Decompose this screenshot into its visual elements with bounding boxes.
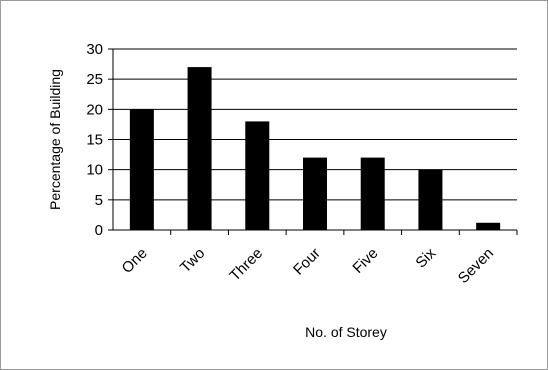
x-tick-label-four: Four bbox=[290, 245, 324, 279]
gridlines bbox=[108, 48, 518, 235]
bar-five bbox=[360, 157, 385, 230]
x-tick-label-two: Two bbox=[177, 245, 208, 276]
y-tick-label-15: 15 bbox=[86, 132, 103, 149]
y-tick-label-20: 20 bbox=[86, 101, 103, 118]
bar-four bbox=[303, 157, 327, 230]
bars bbox=[129, 67, 501, 230]
y-tick-label-0: 0 bbox=[95, 222, 103, 239]
axes bbox=[112, 49, 517, 231]
y-tick-label-5: 5 bbox=[95, 192, 103, 209]
bar-three bbox=[245, 121, 270, 230]
x-tick-label-six: Six bbox=[412, 244, 439, 271]
y-tick-label-10: 10 bbox=[86, 162, 103, 179]
bar-two bbox=[187, 67, 212, 230]
bar-six bbox=[418, 169, 443, 230]
y-tick-label-25: 25 bbox=[86, 71, 103, 88]
y-tick-label-30: 30 bbox=[86, 41, 103, 58]
x-axis-label: No. of Storey bbox=[305, 324, 387, 340]
x-tick-label-five: Five bbox=[349, 245, 381, 277]
bar-seven bbox=[476, 222, 501, 230]
x-tick-label-three: Three bbox=[226, 245, 266, 285]
x-tick-labels: One Two Three Four Five Six Seven bbox=[119, 244, 497, 286]
bar-one bbox=[129, 109, 154, 230]
y-tick-labels: 0 5 10 15 20 25 30 bbox=[86, 41, 103, 239]
y-axis-label: Percentage of Building bbox=[47, 69, 63, 210]
x-tick-label-seven: Seven bbox=[455, 245, 497, 287]
x-tick-label-one: One bbox=[119, 245, 151, 277]
